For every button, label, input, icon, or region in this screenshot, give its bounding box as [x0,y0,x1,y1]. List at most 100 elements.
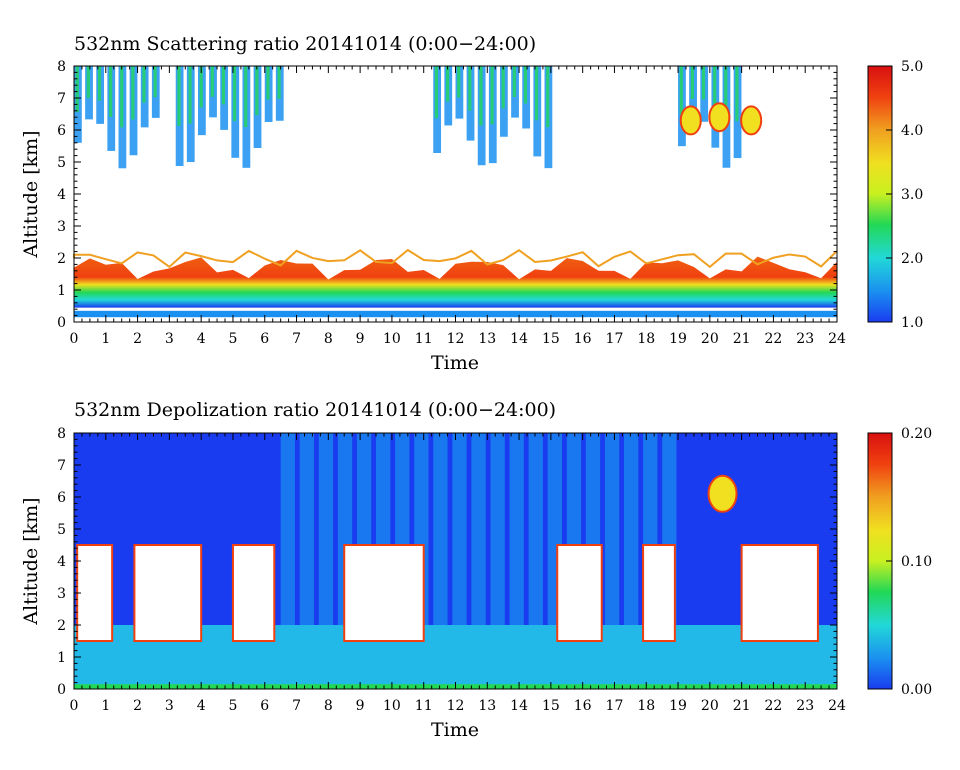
y-tick-label: 7 [57,458,66,474]
noise-column [433,433,448,625]
cloud-core [109,66,113,117]
x-tick-label: 23 [796,331,814,347]
cloud-core [701,66,706,100]
y-tick-label: 3 [57,219,66,235]
x-tick-label: 5 [228,698,237,714]
x-tick-label: 6 [260,331,269,347]
x-tick-label: 7 [292,698,301,714]
cloud-core [523,66,528,104]
colorbar-tick-label: 0.10 [901,554,932,570]
x-tick-label: 10 [383,698,401,714]
x-tick-label: 14 [510,698,528,714]
cloud-core [221,66,226,105]
cloud-core [120,66,124,128]
cloud-core [210,66,214,97]
cloud-core [177,66,181,127]
cloud-core [153,66,157,98]
x-tick-label: 1 [101,331,110,347]
colorbar-tick-label: 0.00 [901,682,932,698]
cloud-gap [76,544,114,642]
noise-column [490,433,505,625]
x-tick-label: 8 [324,698,333,714]
high-depol-feature [707,474,738,513]
y-tick-label: 6 [57,123,66,139]
x-tick-label: 16 [574,331,592,347]
x-tick-label: 11 [415,698,433,714]
x-tick-label: 16 [574,698,592,714]
x-tick-label: 7 [292,331,301,347]
x-axis-label: Time [431,352,479,374]
noise-column [318,433,334,625]
x-tick-label: 24 [828,331,846,347]
noise-column [471,433,486,625]
x-tick-label: 6 [260,698,269,714]
x-tick-label: 12 [447,331,465,347]
cloud-gap [343,544,425,642]
x-tick-label: 15 [542,331,560,347]
colorbar-tick-label: 2.0 [901,251,923,267]
colorbar-tick-label: 3.0 [901,187,923,203]
x-axis: 0 1 2 3 4 5 6 7 8 9 10 11 12 13 14 15 16 17 18 19 20 21 22 23 24 [70,66,846,347]
x-tick-label: 8 [324,331,333,347]
colorbar-tick-label: 0.20 [901,426,932,442]
high-ratio-cloud [740,105,763,136]
y-tick-label: 5 [57,155,66,171]
cloud-core [233,66,237,122]
y-tick-label: 8 [57,426,66,442]
y-tick-label: 2 [57,618,66,634]
cloud-core [131,66,135,120]
chart-title: 532nm Scattering ratio 20141014 (0:00−24… [74,33,536,55]
cloud-core [86,66,90,99]
cloud-core [97,66,102,101]
x-tick-label: 0 [70,331,79,347]
y-tick-label: 1 [57,650,66,666]
cloud-gap [133,544,203,642]
cloud-core [501,66,505,109]
x-tick-label: 14 [510,331,528,347]
x-tick-label: 17 [606,331,624,347]
x-tick-label: 11 [415,331,433,347]
x-tick-label: 13 [478,331,496,347]
x-tick-label: 15 [542,698,560,714]
x-tick-label: 4 [197,698,206,714]
x-axis: 0 1 2 3 4 5 6 7 8 9 10 11 12 13 14 15 16 17 18 19 20 21 22 23 24 [70,433,846,714]
x-tick-label: 2 [133,331,142,347]
y-axis-label: Altitude [km] [20,497,42,625]
x-tick-label: 5 [228,331,237,347]
cloud-core [188,66,192,124]
colorbar-tick-label: 5.0 [901,59,923,75]
cloud-core [490,66,494,125]
x-tick-label: 0 [70,698,79,714]
x-tick-label: 23 [796,698,814,714]
x-tick-label: 22 [765,698,783,714]
x-tick-label: 18 [637,331,655,347]
boundary-layer-top [73,248,838,269]
y-tick-label: 1 [57,283,66,299]
y-tick-label: 7 [57,91,66,107]
cloud-core [277,66,281,99]
x-tick-label: 1 [101,698,110,714]
cloud-core [75,66,79,113]
cloud-core [244,66,248,128]
x-tick-label: 10 [383,331,401,347]
cloud-core [434,66,439,119]
heatmap-content [73,66,838,318]
cloud-gap [231,544,276,642]
noise-column [299,433,315,625]
y-tick-label: 6 [57,490,66,506]
cloud-core [735,66,739,122]
cloud-core [512,66,516,97]
noise-column [604,433,620,625]
cloud-core [199,66,203,108]
x-tick-label: 13 [478,698,496,714]
x-tick-label: 3 [165,698,174,714]
high-ratio-cloud [708,102,731,133]
x-tick-label: 17 [606,698,624,714]
y-tick-label: 4 [57,554,66,570]
y-tick-label: 3 [57,586,66,602]
y-tick-label: 2 [57,251,66,267]
x-tick-label: 2 [133,698,142,714]
x-tick-label: 20 [701,331,719,347]
high-ratio-cloud [679,105,702,136]
